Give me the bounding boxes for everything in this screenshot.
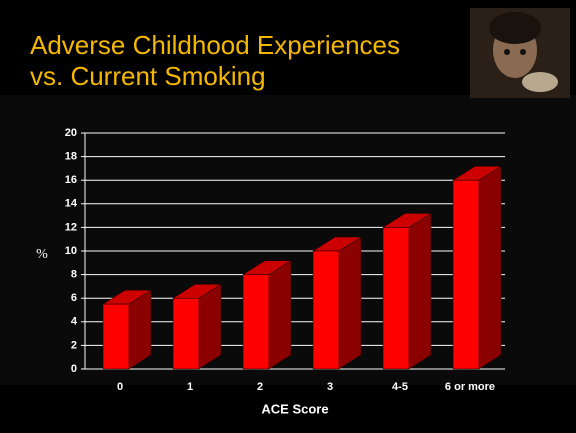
bar — [452, 179, 480, 370]
x-tick-label: 1 — [187, 381, 193, 393]
bar-side — [338, 236, 362, 370]
y-tick-label: 16 — [65, 174, 77, 186]
y-tick-label: 2 — [71, 339, 77, 351]
x-tick-label: 6 or more — [445, 381, 495, 393]
bar — [312, 250, 340, 370]
chart-title: Adverse Childhood Experiences vs. Curren… — [30, 30, 400, 91]
bar — [382, 227, 410, 370]
y-tick-label: 0 — [71, 363, 77, 375]
bar — [242, 274, 270, 370]
y-tick-label: 6 — [71, 292, 77, 304]
y-tick-label: 20 — [65, 127, 77, 139]
x-tick-label: 3 — [327, 381, 333, 393]
y-axis-label: % — [36, 247, 48, 262]
y-tick-label: 18 — [65, 151, 77, 163]
bar-side — [198, 283, 222, 370]
x-tick-label: 2 — [257, 381, 263, 393]
bar-side — [408, 212, 432, 370]
bar — [102, 303, 130, 370]
x-tick-label: 4-5 — [392, 381, 408, 393]
x-tick-label: 0 — [117, 381, 123, 393]
y-tick-label: 4 — [71, 316, 78, 328]
photo — [470, 8, 570, 98]
y-tick-label: 14 — [65, 198, 78, 210]
bar — [172, 297, 200, 370]
y-tick-label: 10 — [65, 245, 77, 257]
y-tick-label: 12 — [65, 221, 77, 233]
x-axis-label: ACE Score — [261, 401, 328, 416]
bar-side — [478, 165, 502, 370]
y-tick-label: 8 — [71, 269, 77, 281]
bar-side — [268, 260, 292, 370]
